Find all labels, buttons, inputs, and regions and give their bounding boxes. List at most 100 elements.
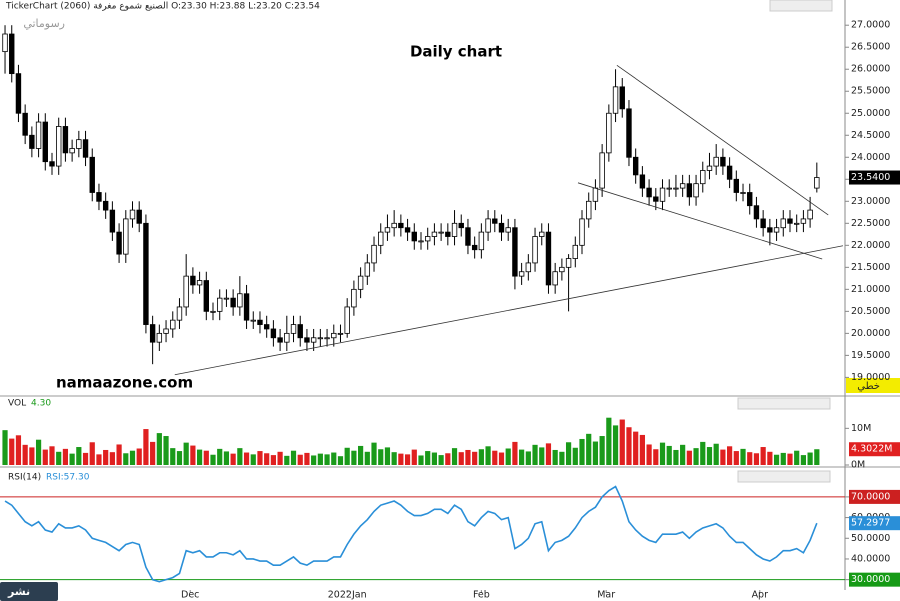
candle-body [733, 178, 740, 193]
candle-body [646, 187, 652, 198]
volume-bar [56, 451, 62, 465]
drawings-label[interactable]: رسوماتي [23, 17, 65, 30]
candle-body [176, 306, 183, 321]
volume-bar [398, 453, 404, 465]
candle-body [787, 218, 793, 224]
volume-bar [183, 442, 189, 465]
y-tick-label: 25.5000 [851, 86, 890, 97]
level-box [849, 572, 900, 587]
candle-body [518, 271, 525, 277]
volume-bar [384, 447, 391, 465]
candle-body [666, 187, 672, 190]
candle-body [2, 33, 8, 53]
y-tick-label: 20.5000 [851, 306, 890, 317]
trendline [616, 64, 829, 216]
candle-body [606, 112, 612, 154]
volume-bar [653, 449, 659, 465]
volume-bar [150, 441, 156, 465]
candle-body [190, 275, 196, 286]
candle-body [686, 183, 693, 198]
panel-toolbar[interactable] [737, 470, 831, 483]
candle-body [552, 271, 558, 286]
volume-bar [599, 436, 605, 465]
volume-bar [257, 451, 263, 465]
candle-body [458, 222, 464, 229]
last-value-label: 4.3022M [851, 444, 892, 455]
candle-body [626, 108, 632, 158]
volume-bar [512, 441, 518, 465]
volume-bar [284, 455, 290, 465]
candle-body [498, 222, 505, 233]
candle-body [9, 33, 15, 75]
candle-body [505, 227, 511, 233]
candle-body [250, 319, 256, 322]
volume-bar [304, 452, 310, 465]
candle-body [572, 244, 578, 259]
volume-bar [35, 439, 42, 465]
candle-body [183, 275, 189, 308]
volume-bar [431, 452, 438, 465]
volume-bar [740, 448, 746, 465]
volume-bar [163, 436, 169, 465]
candle-body [109, 209, 116, 233]
volume-bar [814, 449, 820, 465]
candle-body [129, 209, 136, 220]
volume-bar [727, 446, 733, 465]
candle-body [579, 218, 585, 246]
rsi-line [4, 485, 818, 583]
toolbar[interactable] [769, 0, 833, 12]
candle-body [592, 187, 599, 202]
y-tick-label: 50.0000 [851, 533, 890, 544]
volume-bar [780, 452, 786, 465]
volume-bar [42, 449, 48, 465]
volume-bar [760, 447, 766, 465]
badge-label[interactable]: نشر [7, 585, 30, 598]
candle-body [263, 324, 270, 330]
candle-body [243, 293, 250, 321]
candle-body [545, 231, 552, 286]
corner-label[interactable]: خطي [857, 381, 880, 392]
volume-bar [438, 455, 444, 465]
volume-bar [364, 451, 370, 465]
x-tick-label: Mar [597, 590, 615, 601]
candle-body [76, 139, 82, 149]
candle-body [156, 332, 163, 343]
volume-bar [203, 450, 209, 465]
candle-body [384, 227, 391, 233]
volume-bar [458, 452, 464, 465]
volume-bar [69, 453, 75, 465]
volume-bar [673, 449, 679, 465]
volume-bar [753, 453, 760, 465]
candle-body [713, 156, 719, 167]
volume-bar [445, 453, 451, 465]
candle-body [465, 227, 471, 246]
y-tick-label: 21.5000 [851, 262, 890, 273]
volume-bar [706, 447, 713, 465]
badge[interactable] [0, 582, 58, 601]
volume-bar [190, 445, 196, 465]
y-tick-label: 24.0000 [851, 152, 890, 163]
trendline [174, 245, 844, 376]
volume-bar [237, 448, 243, 465]
volume-bar [22, 444, 28, 465]
volume-bar [767, 451, 773, 465]
candle-body [673, 187, 679, 190]
candle-body [170, 319, 176, 330]
candle-body [62, 126, 69, 154]
candle-body [270, 328, 277, 339]
corner-box[interactable] [846, 378, 900, 393]
candle-body [800, 218, 807, 224]
candle-body [15, 73, 22, 114]
candle-body [116, 231, 122, 255]
last-value-label: 23.5400 [851, 172, 890, 183]
panel-toolbar[interactable] [737, 397, 831, 410]
volume-bar [465, 449, 471, 465]
candle-body [337, 332, 344, 335]
candle-body [391, 222, 397, 229]
candle-body [726, 165, 733, 180]
x-tick-label: Dec [181, 590, 199, 601]
y-tick-label: 21.0000 [851, 284, 890, 295]
volume-bar [62, 448, 69, 465]
candle-body [639, 174, 646, 189]
